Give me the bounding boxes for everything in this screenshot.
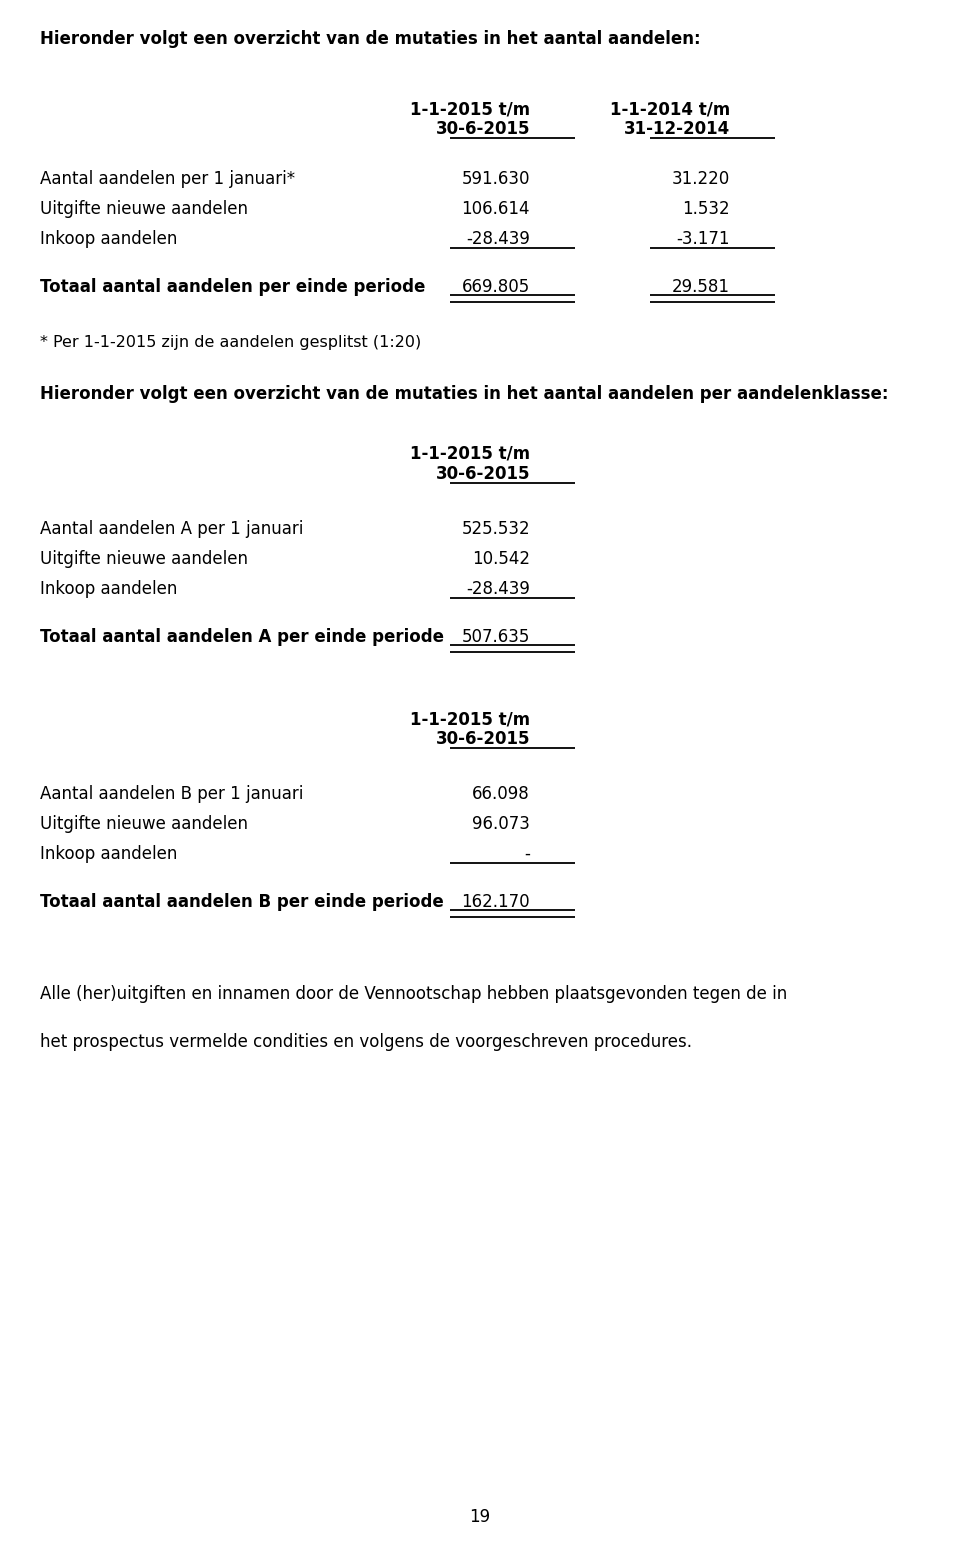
Text: 31.220: 31.220 [672, 170, 730, 188]
Text: 1-1-2015 t/m: 1-1-2015 t/m [410, 710, 530, 728]
Text: 96.073: 96.073 [472, 815, 530, 833]
Text: 1-1-2015 t/m: 1-1-2015 t/m [410, 444, 530, 463]
Text: 106.614: 106.614 [462, 201, 530, 218]
Text: Totaal aantal aandelen per einde periode: Totaal aantal aandelen per einde periode [40, 278, 425, 296]
Text: -3.171: -3.171 [677, 230, 730, 248]
Text: 525.532: 525.532 [462, 520, 530, 539]
Text: * Per 1-1-2015 zijn de aandelen gesplitst (1:20): * Per 1-1-2015 zijn de aandelen gesplits… [40, 335, 421, 350]
Text: 29.581: 29.581 [672, 278, 730, 296]
Text: 19: 19 [469, 1508, 491, 1526]
Text: 30-6-2015: 30-6-2015 [436, 120, 530, 137]
Text: 66.098: 66.098 [472, 785, 530, 802]
Text: Totaal aantal aandelen B per einde periode: Totaal aantal aandelen B per einde perio… [40, 893, 444, 910]
Text: het prospectus vermelde condities en volgens de voorgeschreven procedures.: het prospectus vermelde condities en vol… [40, 1032, 692, 1051]
Text: 162.170: 162.170 [462, 893, 530, 910]
Text: 30-6-2015: 30-6-2015 [436, 464, 530, 483]
Text: Inkoop aandelen: Inkoop aandelen [40, 580, 178, 599]
Text: 31-12-2014: 31-12-2014 [624, 120, 730, 137]
Text: Hieronder volgt een overzicht van de mutaties in het aantal aandelen:: Hieronder volgt een overzicht van de mut… [40, 29, 701, 48]
Text: 30-6-2015: 30-6-2015 [436, 730, 530, 748]
Text: 1-1-2014 t/m: 1-1-2014 t/m [610, 100, 730, 117]
Text: 1-1-2015 t/m: 1-1-2015 t/m [410, 100, 530, 117]
Text: Uitgifte nieuwe aandelen: Uitgifte nieuwe aandelen [40, 201, 248, 218]
Text: 507.635: 507.635 [462, 628, 530, 647]
Text: 591.630: 591.630 [462, 170, 530, 188]
Text: 10.542: 10.542 [472, 549, 530, 568]
Text: Aantal aandelen A per 1 januari: Aantal aandelen A per 1 januari [40, 520, 303, 539]
Text: Aantal aandelen per 1 januari*: Aantal aandelen per 1 januari* [40, 170, 295, 188]
Text: Inkoop aandelen: Inkoop aandelen [40, 230, 178, 248]
Text: Uitgifte nieuwe aandelen: Uitgifte nieuwe aandelen [40, 815, 248, 833]
Text: 669.805: 669.805 [462, 278, 530, 296]
Text: Totaal aantal aandelen A per einde periode: Totaal aantal aandelen A per einde perio… [40, 628, 444, 647]
Text: -28.439: -28.439 [467, 580, 530, 599]
Text: -28.439: -28.439 [467, 230, 530, 248]
Text: -: - [524, 846, 530, 863]
Text: Hieronder volgt een overzicht van de mutaties in het aantal aandelen per aandele: Hieronder volgt een overzicht van de mut… [40, 386, 889, 403]
Text: Alle (her)uitgiften en innamen door de Vennootschap hebben plaatsgevonden tegen : Alle (her)uitgiften en innamen door de V… [40, 984, 787, 1003]
Text: Inkoop aandelen: Inkoop aandelen [40, 846, 178, 863]
Text: 1.532: 1.532 [683, 201, 730, 218]
Text: Uitgifte nieuwe aandelen: Uitgifte nieuwe aandelen [40, 549, 248, 568]
Text: Aantal aandelen B per 1 januari: Aantal aandelen B per 1 januari [40, 785, 303, 802]
